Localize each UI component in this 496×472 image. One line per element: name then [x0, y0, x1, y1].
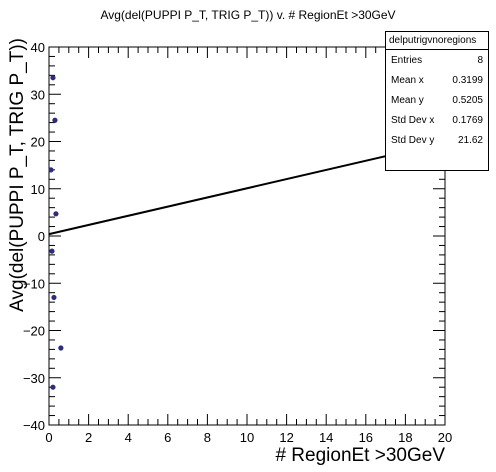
stats-title: delputrigvnoregions [386, 32, 488, 50]
data-point [52, 117, 58, 123]
x-axis: 0 2 4 6 8 10 12 14 16 18 20 [45, 47, 452, 445]
stats-label: Mean y [391, 95, 424, 106]
stats-label: Std Dev y [391, 135, 435, 146]
x-tick-label: 16 [359, 430, 373, 445]
data-point [50, 75, 56, 81]
x-tick-label: 6 [164, 430, 171, 445]
stats-label: Entries [391, 55, 423, 66]
y-tick-label: −30 [23, 371, 45, 386]
x-tick-label: 10 [240, 430, 254, 445]
y-tick-label: 10 [31, 182, 45, 197]
fit-line-group [48, 141, 446, 236]
x-tick-label: 0 [45, 430, 52, 445]
data-points [48, 75, 64, 390]
data-point [53, 211, 59, 217]
data-point [58, 345, 64, 351]
data-point [48, 167, 54, 173]
y-tick-label: −10 [23, 276, 45, 291]
y-tick-label: 20 [31, 135, 45, 150]
stats-row-mean-x: Mean x 0.3199 [386, 71, 488, 91]
y-tick-label: −20 [23, 324, 45, 339]
stats-value: 8 [477, 55, 483, 66]
x-tick-label: 12 [279, 430, 293, 445]
y-tick-label: 30 [31, 87, 45, 102]
stats-value: 21.62 [457, 135, 483, 146]
stats-row-std-dev-y: Std Dev y 21.62 [386, 131, 488, 151]
y-tick-label: −40 [23, 418, 45, 433]
stats-label: Mean x [391, 75, 424, 86]
stats-value: 0.3199 [452, 75, 483, 86]
stats-value: 0.1769 [452, 115, 483, 126]
x-axis-label: # RegionEt >30GeV [275, 445, 445, 466]
y-axis-label: Avg(del(PUPPI P_T, TRIG P_T)) [7, 38, 28, 312]
stats-value: 0.5205 [452, 95, 483, 106]
stats-row-entries: Entries 8 [386, 51, 488, 71]
data-point [49, 248, 55, 254]
x-tick-label: 4 [125, 430, 132, 445]
stats-row-std-dev-x: Std Dev x 0.1769 [386, 111, 488, 131]
x-tick-label: 2 [85, 430, 92, 445]
fit-line [48, 141, 446, 236]
y-tick-label: 40 [31, 40, 45, 55]
x-tick-label: 18 [398, 430, 412, 445]
x-tick-label: 20 [438, 430, 452, 445]
data-point [50, 384, 56, 390]
x-tick-label: 14 [319, 430, 333, 445]
y-tick-label: 0 [38, 229, 45, 244]
x-tick-label: 8 [204, 430, 211, 445]
stats-label: Std Dev x [391, 115, 435, 126]
stats-row-mean-y: Mean y 0.5205 [386, 91, 488, 111]
chart-title: Avg(del(PUPPI P_T, TRIG P_T)) v. # Regio… [100, 8, 395, 22]
data-point [51, 294, 57, 301]
y-axis: −40 −30 −20 −10 0 10 20 30 40 [23, 40, 445, 433]
stats-box: delputrigvnoregions Entries 8 Mean x 0.3… [385, 31, 489, 171]
